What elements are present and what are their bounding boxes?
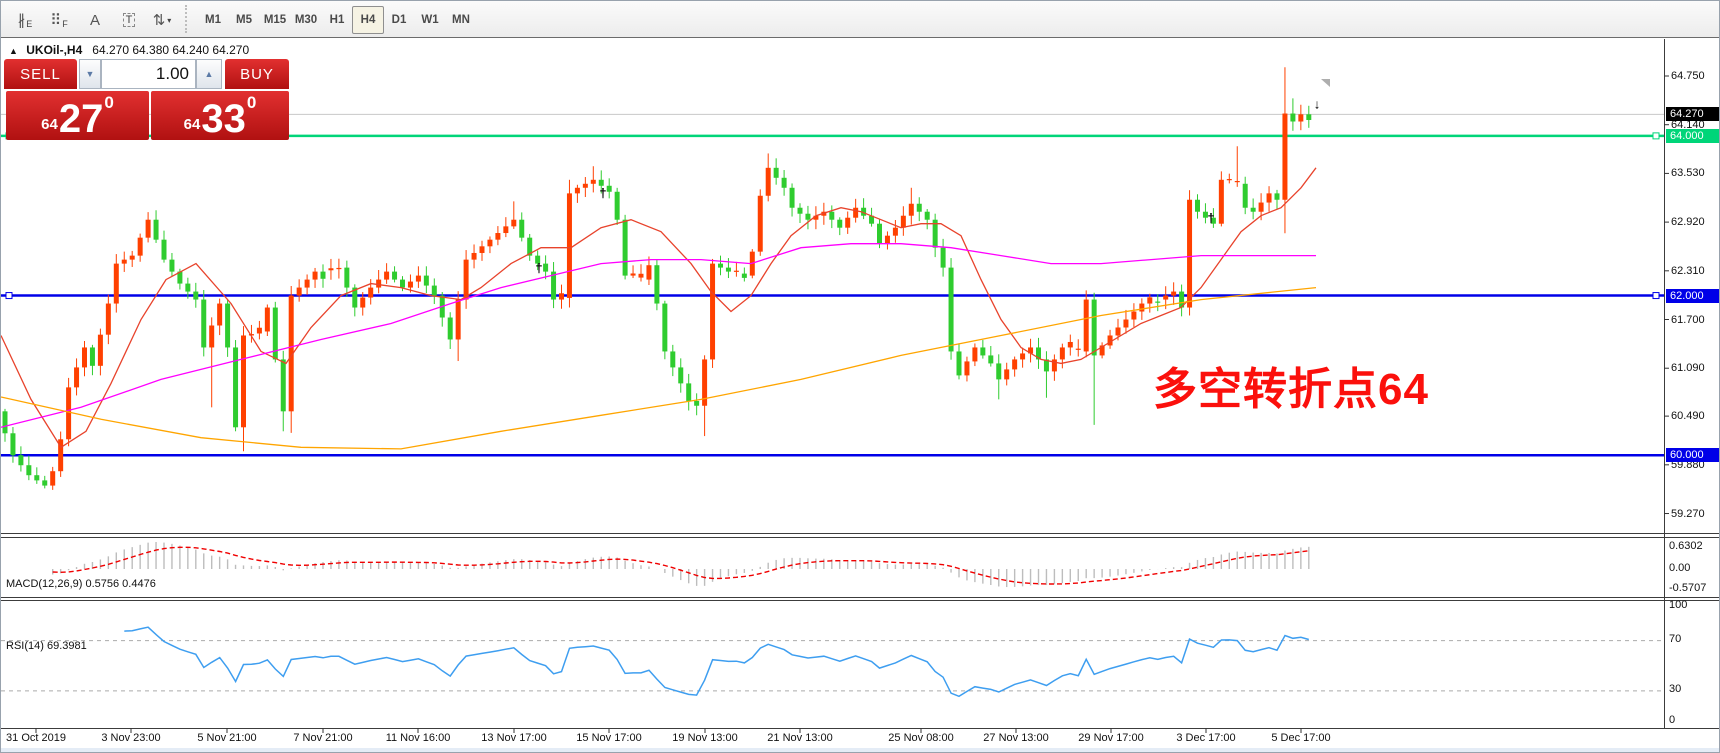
text-glyph: A [89,11,100,29]
sell-button[interactable]: SELL [4,59,77,89]
sell-price-prefix: 64 [41,116,58,133]
buy-price-button[interactable]: 64 33 0 [151,91,289,140]
arrows-glyph: ⇅ [152,12,166,29]
toolbar-separator [185,5,192,33]
time-axis-label: 11 Nov 16:00 [385,732,451,744]
macd-label: MACD(12,26,9) 0.5756 0.4476 [6,578,156,590]
time-axis-label: 5 Dec 17:00 [1271,732,1331,744]
time-axis-label: 29 Nov 17:00 [1078,732,1144,744]
buy-button[interactable]: BUY [225,59,289,89]
label-glyph: T [122,13,136,27]
timeframe-button-H4[interactable]: H4 [352,6,384,34]
price-badge-64.270: 64.270 [1666,107,1719,122]
chart-shift-marker-icon[interactable] [1321,79,1330,87]
timeframe-button-H1[interactable]: H1 [329,14,345,26]
time-axis-label: 19 Nov 13:00 [672,732,738,744]
rsi-axis-label: 30 [1669,683,1682,695]
timeframe-button-W1[interactable]: W1 [421,14,439,26]
price-tick-label: 61.700 [1671,313,1705,326]
price-tick-label: 60.490 [1671,410,1705,423]
channel-sub: E [26,19,33,29]
trade-marker-icon: † [599,185,607,201]
rsi-axis-label: 0 [1669,714,1676,726]
macd-axis-label: 0.6302 [1669,540,1703,552]
equidistant-channel-tool-icon[interactable]: ∦ E [9,6,41,34]
trade-marker-icon: † [535,260,543,276]
price-badge-60.000: 60.000 [1666,448,1719,463]
macd-axis-label: 0.00 [1669,562,1691,574]
arrows-caret-icon: ▾ [167,15,172,25]
time-axis-label: 3 Nov 23:00 [101,732,161,744]
fibo-glyph: ⠿ [50,12,62,29]
time-axis-label: 25 Nov 08:00 [888,732,954,744]
time-axis-label: 7 Nov 21:00 [293,732,353,744]
price-tick-label: 62.920 [1671,216,1705,229]
fibo-sub: F [62,19,68,29]
price-tick-label: 62.310 [1671,264,1705,277]
sell-price-button[interactable]: 64 27 0 [6,91,149,140]
time-axis-label: 15 Nov 17:00 [576,732,642,744]
symbol-title: ▲ UKOil-,H4 64.270 64.380 64.240 64.270 [9,43,249,57]
ohlc-readout: 64.270 64.380 64.240 64.270 [92,43,250,57]
text-label-tool-icon[interactable]: T [113,6,145,34]
fibonacci-tool-icon[interactable]: ⠿ F [43,6,75,34]
chart-area[interactable]: ▲ UKOil-,H4 64.270 64.380 64.240 64.270 … [1,39,1719,752]
time-axis-label: 13 Nov 17:00 [481,732,547,744]
time-axis-label: 21 Nov 13:00 [767,732,833,744]
timeframe-button-M5[interactable]: M5 [236,14,252,26]
timeframe-button-M30[interactable]: M30 [294,14,318,26]
text-tool-icon[interactable]: A [79,6,111,34]
timeframe-button-M1[interactable]: M1 [205,14,221,26]
rsi-label: RSI(14) 69.3981 [6,640,87,652]
volume-input[interactable]: 1.00 [101,59,196,89]
price-tick-label: 64.140 [1671,118,1705,131]
macd-axis-label: -0.5707 [1669,582,1707,594]
time-axis-label: 27 Nov 13:00 [983,732,1049,744]
buy-price-main: 33 [201,97,246,141]
price-badge-64.000: 64.000 [1666,128,1719,143]
timeframe-button-M15[interactable]: M15 [263,14,287,26]
sell-price-main: 27 [58,97,104,141]
collapse-triangle-icon[interactable]: ▲ [9,46,18,56]
toolbar: ∦ E ⠿ F A T ⇅ ▾ M1 M5 M15 M30 H1 H4 D1 W1 MN [1,1,1719,38]
buy-price-sup: 0 [246,93,257,112]
sell-price-sup: 0 [104,93,114,112]
time-axis-label: 5 Nov 21:00 [197,732,257,744]
price-tick-label: 59.270 [1671,507,1705,520]
volume-decrease-button[interactable]: ▼ [79,59,101,89]
price-tick-label: 63.530 [1671,167,1705,180]
rsi-axis-label: 70 [1669,633,1682,645]
trade-marker-icon: † [1207,210,1215,226]
time-axis-label: 3 Dec 17:00 [1176,732,1236,744]
channel-glyph: ∦ [17,12,26,29]
chart-annotation-text: 多空转折点64 [1153,365,1429,414]
one-click-trade-panel: SELL ▼ 1.00 ▲ BUY 64 27 0 64 33 0 [4,59,289,180]
timeframe-button-MN[interactable]: MN [452,14,470,26]
window-bottom-edge [1,748,1719,752]
chart-canvas[interactable] [1,39,1719,752]
volume-increase-button[interactable]: ▲ [196,59,222,89]
symbol-name: UKOil-,H4 [26,43,83,57]
arrows-tool-icon[interactable]: ⇅ ▾ [143,6,181,34]
time-axis-label: 31 Oct 2019 [6,732,66,744]
buy-price-prefix: 64 [183,116,201,133]
timeframe-button-D1[interactable]: D1 [391,14,407,26]
price-tick-label: 61.090 [1671,362,1705,375]
rsi-axis-label: 100 [1669,599,1688,611]
price-tick-label: 64.750 [1671,70,1705,82]
trade-marker-icon: ↓ [1313,96,1321,112]
price-badge-62.000: 62.000 [1666,288,1719,303]
